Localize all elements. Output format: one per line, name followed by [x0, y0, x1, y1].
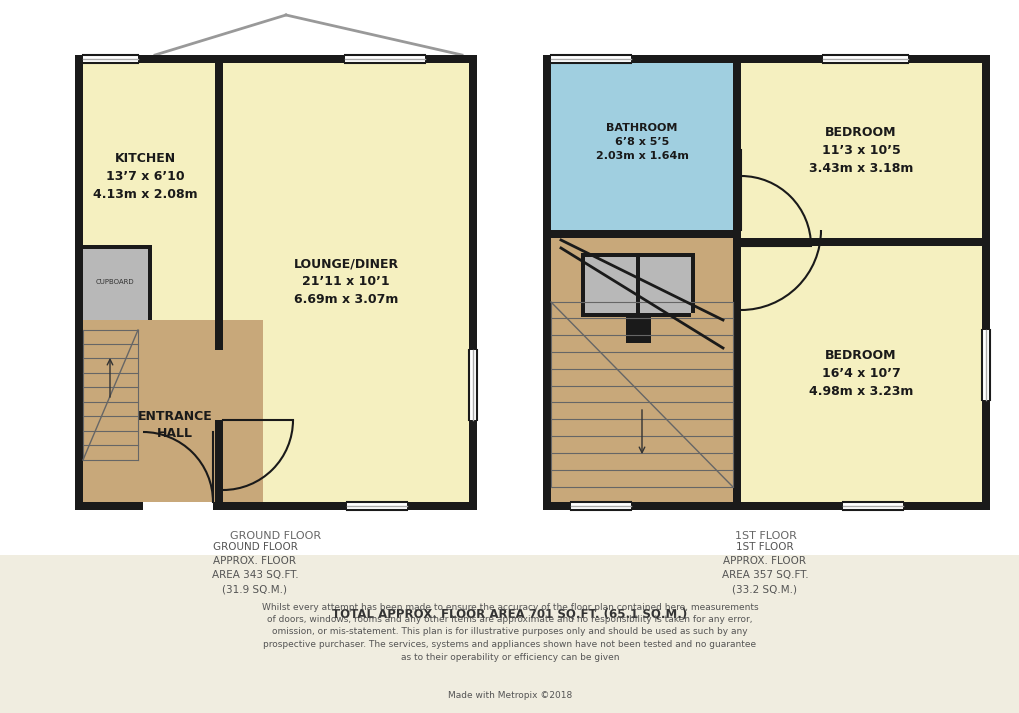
Bar [469, 350, 477, 420]
Bar [346, 502, 407, 510]
Bar [740, 63, 981, 238]
Bar [581, 313, 690, 317]
Bar [581, 253, 585, 313]
Text: GROUND FLOOR: GROUND FLOOR [230, 531, 321, 541]
Bar [469, 55, 477, 510]
Bar [550, 230, 740, 238]
Bar [550, 55, 631, 63]
Bar [75, 502, 477, 510]
Bar [215, 55, 223, 320]
Bar [542, 55, 989, 510]
Bar [740, 238, 981, 246]
Bar [83, 245, 148, 249]
Bar [550, 63, 733, 230]
Bar [581, 253, 636, 313]
Bar [542, 55, 989, 63]
Text: KITCHEN
13’7 x 6’10
4.13m x 2.08m: KITCHEN 13’7 x 6’10 4.13m x 2.08m [93, 153, 197, 202]
Bar [83, 320, 263, 502]
Text: GROUND FLOOR
APPROX. FLOOR
AREA 343 SQ.FT.
(31.9 SQ.M.): GROUND FLOOR APPROX. FLOOR AREA 343 SQ.F… [212, 542, 298, 594]
Bar [690, 253, 694, 313]
Bar [215, 320, 223, 350]
Bar [733, 238, 740, 502]
Bar [83, 245, 148, 320]
Bar [550, 238, 733, 502]
Text: 1ST FLOOR
APPROX. FLOOR
AREA 357 SQ.FT.
(33.2 SQ.M.): 1ST FLOOR APPROX. FLOOR AREA 357 SQ.FT. … [721, 542, 807, 594]
Bar [75, 55, 477, 63]
Bar [733, 63, 740, 238]
Bar [148, 245, 152, 320]
Bar [981, 55, 989, 510]
Text: 1ST FLOOR: 1ST FLOOR [735, 531, 796, 541]
Bar [636, 253, 690, 313]
Bar [223, 63, 469, 502]
Bar [83, 63, 215, 320]
Bar [981, 330, 989, 400]
Bar [740, 246, 981, 502]
Bar [0, 0, 1019, 560]
Bar [542, 502, 989, 510]
Bar [542, 55, 550, 510]
Bar [581, 253, 690, 257]
Bar [215, 420, 223, 502]
Bar [215, 350, 263, 420]
Bar [626, 313, 650, 343]
Text: Made with Metropix ©2018: Made with Metropix ©2018 [447, 690, 572, 699]
Text: LOUNGE/DINER
21’11 x 10’1
6.69m x 3.07m: LOUNGE/DINER 21’11 x 10’1 6.69m x 3.07m [293, 257, 398, 307]
Text: BEDROOM
16’4 x 10’7
4.98m x 3.23m: BEDROOM 16’4 x 10’7 4.98m x 3.23m [808, 349, 912, 399]
Text: BEDROOM
11’3 x 10’5
3.43m x 3.18m: BEDROOM 11’3 x 10’5 3.43m x 3.18m [808, 125, 912, 175]
Bar [571, 502, 631, 510]
Bar [83, 55, 138, 63]
Text: TOTAL APPROX. FLOOR AREA 701 SQ.FT. (65.1 SQ.M.): TOTAL APPROX. FLOOR AREA 701 SQ.FT. (65.… [332, 607, 687, 620]
Bar [0, 555, 1019, 713]
Bar [344, 55, 425, 63]
Bar [636, 253, 639, 313]
Bar [822, 55, 907, 63]
Text: CUPBOARD: CUPBOARD [96, 279, 135, 285]
Bar [75, 55, 477, 510]
Text: BATHROOM
6’8 x 5’5
2.03m x 1.64m: BATHROOM 6’8 x 5’5 2.03m x 1.64m [595, 123, 688, 161]
Text: Whilst every attempt has been made to ensure the accuracy of the floor plan cont: Whilst every attempt has been made to en… [262, 602, 757, 662]
Bar [75, 55, 83, 510]
Text: ENTRANCE
HALL: ENTRANCE HALL [138, 410, 212, 440]
Bar [842, 502, 902, 510]
Bar [143, 502, 213, 510]
